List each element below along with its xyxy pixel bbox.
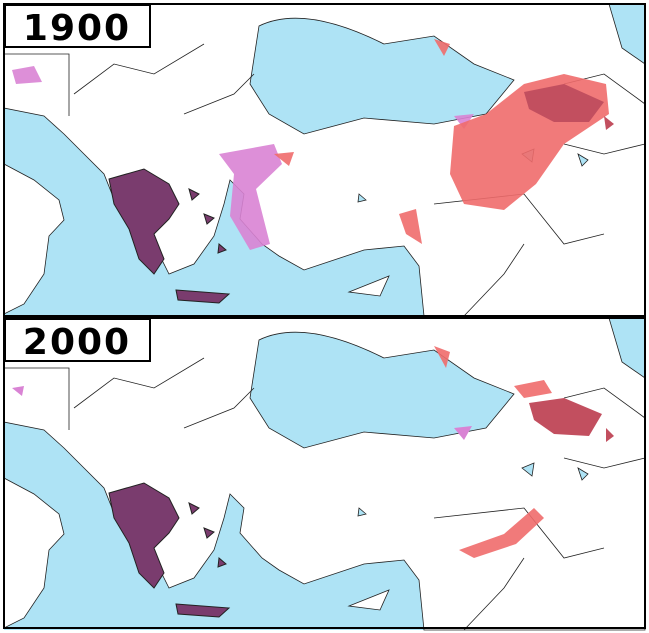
year-box: [4, 318, 151, 362]
year-label: 1900: [23, 8, 131, 49]
year-label: 2000: [23, 322, 131, 363]
panel-1900: 1900: [3, 3, 646, 317]
panel-2000: 2000: [3, 317, 646, 631]
year-box: [4, 4, 151, 48]
